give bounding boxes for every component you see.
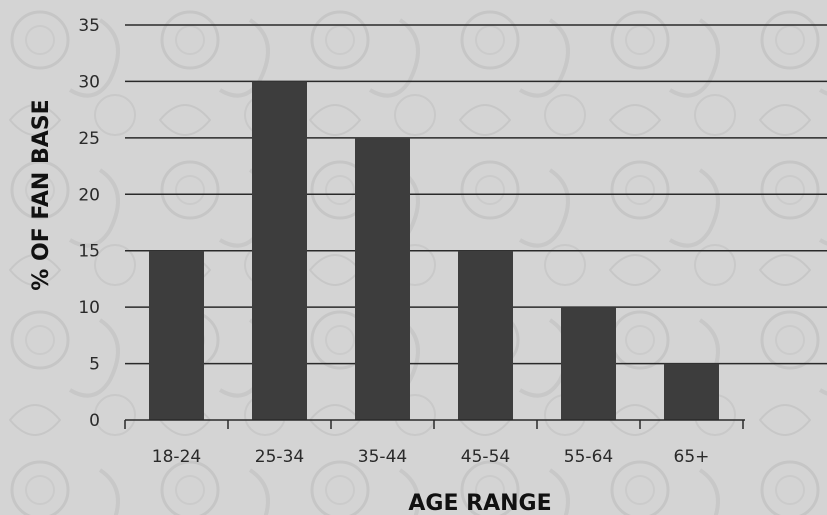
x-tick-label: 35-44 (358, 447, 407, 467)
y-axis-ticks: 0 5 10 15 20 25 30 35 (78, 16, 100, 431)
x-axis-ticks: 18-24 25-34 35-44 45-54 55-64 65+ (152, 447, 710, 467)
y-tick-label: 20 (78, 185, 100, 205)
y-tick-label: 35 (78, 16, 100, 36)
bar-65plus (664, 363, 719, 420)
y-axis-label: % OF FAN BASE (29, 99, 54, 290)
bars (149, 81, 719, 420)
x-axis-label: AGE RANGE (408, 491, 551, 515)
y-tick-label: 0 (89, 411, 100, 431)
bar-18-24 (149, 250, 204, 420)
y-tick-label: 5 (89, 355, 100, 375)
y-tick-label: 10 (78, 298, 100, 318)
x-axis (124, 419, 745, 429)
bar-35-44 (355, 137, 410, 420)
y-tick-label: 30 (78, 72, 100, 92)
y-tick-label: 15 (78, 242, 100, 262)
x-tick-label: 25-34 (255, 447, 304, 467)
x-tick-label: 18-24 (152, 447, 201, 467)
x-tick-label: 55-64 (564, 447, 613, 467)
bar-25-34 (252, 81, 307, 420)
bar-55-64 (561, 307, 616, 420)
x-tick-label: 45-54 (461, 447, 510, 467)
x-tick-label: 65+ (674, 447, 710, 467)
bar-45-54 (458, 250, 513, 420)
y-tick-label: 25 (78, 129, 100, 149)
